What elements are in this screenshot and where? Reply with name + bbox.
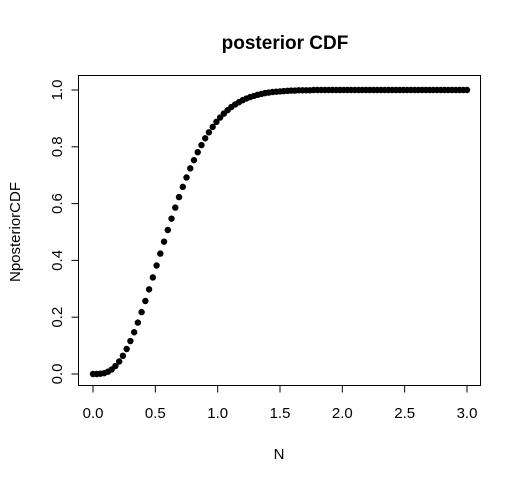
data-point <box>172 204 179 211</box>
x-axis-label: N <box>274 446 285 463</box>
y-tick-label: 0.8 <box>49 136 66 157</box>
data-point <box>164 226 171 234</box>
data-point <box>187 165 194 172</box>
x-tick-label: 3.0 <box>457 405 478 422</box>
data-point <box>194 148 201 156</box>
chart-title: posterior CDF <box>222 33 349 54</box>
x-tick-label: 1.5 <box>270 405 291 422</box>
x-tick-label: 1.0 <box>207 405 228 422</box>
data-point <box>213 118 220 126</box>
x-tick-label: 0.0 <box>83 405 104 422</box>
data-point <box>463 86 471 94</box>
y-tick-label: 0.2 <box>49 307 66 328</box>
data-point <box>145 286 153 293</box>
data-point <box>138 308 145 316</box>
data-point <box>130 329 138 336</box>
data-point <box>198 141 205 149</box>
data-point <box>123 345 130 353</box>
data-point <box>205 129 213 136</box>
data-point <box>142 297 149 305</box>
y-axis-ticks: 0.0 0.2 0.4 0.6 0.8 1.0 <box>49 80 79 385</box>
data-point <box>202 135 209 142</box>
data-point <box>157 250 164 257</box>
y-tick-label: 0.4 <box>49 250 66 271</box>
data-point <box>160 238 168 245</box>
data-point <box>153 262 160 269</box>
data-point <box>179 183 186 191</box>
y-tick-label: 0.6 <box>49 193 66 214</box>
data-point <box>175 193 183 201</box>
data-point <box>115 358 123 365</box>
y-tick-label: 0.0 <box>49 364 66 385</box>
y-tick-label: 1.0 <box>49 80 66 101</box>
x-tick-label: 2.0 <box>332 405 353 422</box>
data-points <box>89 86 471 378</box>
x-tick-label: 0.5 <box>145 405 166 422</box>
data-point <box>190 156 198 164</box>
data-point <box>134 319 142 326</box>
data-point <box>112 362 119 370</box>
data-point <box>183 174 190 181</box>
x-axis-ticks: 0.0 0.5 1.0 1.5 2.0 2.5 3.0 <box>83 385 478 422</box>
x-tick-label: 2.5 <box>394 405 415 422</box>
data-point <box>209 123 216 131</box>
data-point <box>119 352 127 360</box>
plot-area-border <box>78 75 481 386</box>
data-point <box>168 215 175 222</box>
data-point <box>149 274 157 281</box>
data-point <box>127 337 134 345</box>
y-axis-label: NposteriorCDF <box>7 182 24 282</box>
